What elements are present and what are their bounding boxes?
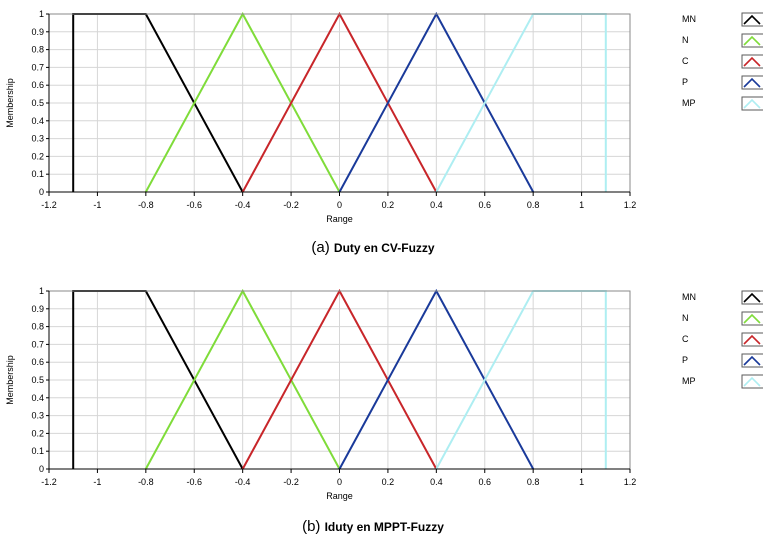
chart-a: -1.2 -1 -0.8 -0.6 -0.4 -0.2 0 0.2 0.4 0.6 0.8 1 1.2 0… xyxy=(5,9,763,256)
x-tick-label: 0.8 xyxy=(527,477,540,487)
x-tick-label: -0.2 xyxy=(283,200,299,210)
y-tick-label: 0.4 xyxy=(31,116,44,126)
x-tick-label: 1 xyxy=(579,200,584,210)
x-tick-label: -1 xyxy=(93,200,101,210)
y-tick-label: 0.6 xyxy=(31,80,44,90)
legend-glyph-c xyxy=(743,334,761,345)
legend-label-p: P xyxy=(682,77,688,87)
y-tick-label: 0.3 xyxy=(31,134,44,144)
x-tick-label: -0.8 xyxy=(138,477,154,487)
x-tick-label: 0.2 xyxy=(382,200,395,210)
y-tick-label: 0.4 xyxy=(31,393,44,403)
legend-label-n: N xyxy=(682,35,689,45)
x-tick-label: 1.2 xyxy=(624,200,637,210)
legend-glyph-mn xyxy=(743,14,761,25)
legend-label-mn: MN xyxy=(682,14,696,24)
y-tick-label: 0.9 xyxy=(31,304,44,314)
y-tick-label: 1 xyxy=(39,9,44,19)
x-tick-label: 0.6 xyxy=(478,477,491,487)
chart-b: -1.2 -1 -0.8 -0.6 -0.4 -0.2 0 0.2 0.4 0.6 0.8 1 1.2 0… xyxy=(5,286,763,535)
legend-glyph-mp xyxy=(743,98,761,109)
y-tick-label: 0.8 xyxy=(31,322,44,332)
legend-glyph-n xyxy=(743,35,761,46)
y-tick-label: 0.5 xyxy=(31,98,44,108)
x-tick-label: 1 xyxy=(579,477,584,487)
y-tick-label: 0.1 xyxy=(31,446,44,456)
caption-letter: (b) xyxy=(302,518,325,535)
y-tick-label: 0.6 xyxy=(31,357,44,367)
caption-title: Duty en CV-Fuzzy xyxy=(334,241,435,255)
legend-label-mp: MP xyxy=(682,98,696,108)
y-axis-title: Membership xyxy=(5,78,15,128)
y-tick-label: 1 xyxy=(39,286,44,296)
legend-label-c: C xyxy=(682,56,689,66)
legend-glyph-p xyxy=(743,355,761,366)
x-tick-label: -1.2 xyxy=(41,477,57,487)
y-tick-label: 0.8 xyxy=(31,45,44,55)
x-tick-label: -0.4 xyxy=(235,200,251,210)
x-tick-label: -0.6 xyxy=(186,477,202,487)
x-tick-label: -1.2 xyxy=(41,200,57,210)
legend-glyph-p xyxy=(743,77,761,88)
legend-label-n: N xyxy=(682,313,689,323)
x-tick-label: -1 xyxy=(93,477,101,487)
x-tick-label: 0.2 xyxy=(382,477,395,487)
legend-glyph-mn xyxy=(743,292,761,303)
x-tick-label: 0.4 xyxy=(430,200,443,210)
x-tick-label: -0.8 xyxy=(138,200,154,210)
x-tick-label: 0.8 xyxy=(527,200,540,210)
legend-glyph-n xyxy=(743,313,761,324)
figure-caption: (b) Iduty en MPPT-Fuzzy xyxy=(302,518,444,535)
y-tick-label: 0 xyxy=(39,187,44,197)
figure-caption: (a) Duty en CV-Fuzzy xyxy=(311,239,435,256)
legend-glyph-c xyxy=(743,56,761,67)
x-tick-label: -0.6 xyxy=(186,200,202,210)
x-tick-label: 0.6 xyxy=(478,200,491,210)
y-tick-label: 0.1 xyxy=(31,169,44,179)
y-axis-title: Membership xyxy=(5,355,15,405)
x-tick-label: 0 xyxy=(337,200,342,210)
legend-label-c: C xyxy=(682,334,689,344)
y-tick-label: 0.9 xyxy=(31,27,44,37)
y-tick-label: 0.3 xyxy=(31,411,44,421)
y-tick-label: 0.7 xyxy=(31,339,44,349)
caption-letter: (a) xyxy=(311,239,334,256)
x-axis-title: Range xyxy=(326,491,353,501)
y-tick-label: 0.2 xyxy=(31,151,44,161)
x-tick-label: 0 xyxy=(337,477,342,487)
x-tick-label: 1.2 xyxy=(624,477,637,487)
legend-label-p: P xyxy=(682,355,688,365)
x-tick-label: -0.2 xyxy=(283,477,299,487)
legend-label-mn: MN xyxy=(682,292,696,302)
legend-label-mp: MP xyxy=(682,376,696,386)
x-tick-label: -0.4 xyxy=(235,477,251,487)
legend-glyph-mp xyxy=(743,376,761,387)
y-tick-label: 0.5 xyxy=(31,375,44,385)
y-tick-label: 0.7 xyxy=(31,62,44,72)
x-axis-title: Range xyxy=(326,214,353,224)
y-tick-label: 0 xyxy=(39,464,44,474)
y-tick-label: 0.2 xyxy=(31,428,44,438)
caption-title: Iduty en MPPT-Fuzzy xyxy=(325,520,445,534)
x-tick-label: 0.4 xyxy=(430,477,443,487)
